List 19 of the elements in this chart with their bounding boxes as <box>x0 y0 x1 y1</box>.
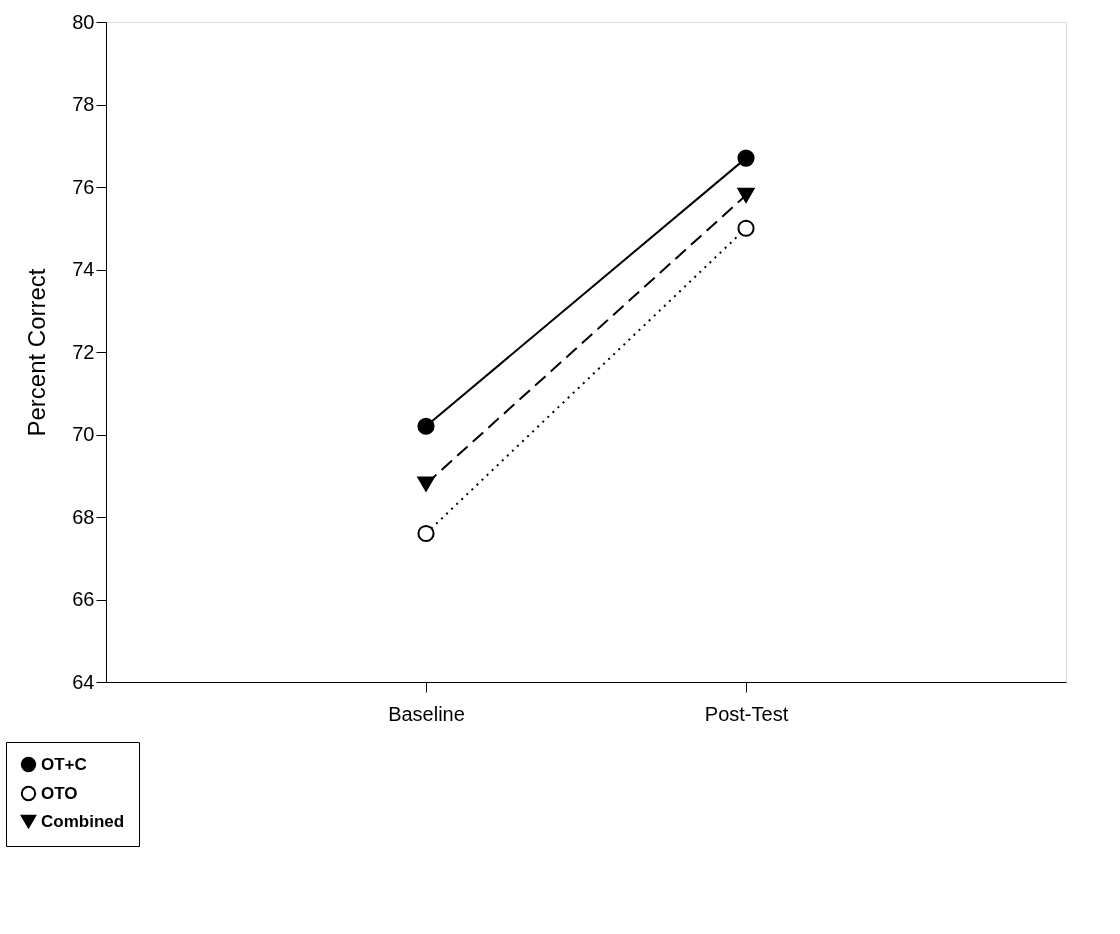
legend-label: Combined <box>41 811 125 831</box>
legend-label: OTO <box>41 783 78 803</box>
y-tick-label: 80 <box>72 10 95 33</box>
y-tick-label: 76 <box>72 175 95 198</box>
point <box>417 417 435 435</box>
point <box>737 149 755 167</box>
point <box>737 219 755 237</box>
y-axis-title: Percent Correct <box>23 268 51 437</box>
y-tick-label: 68 <box>72 505 95 528</box>
x-tick-label: Post-Test <box>704 702 789 725</box>
y-tick-label: 72 <box>72 340 95 363</box>
x-tick-label: Baseline <box>388 702 465 725</box>
y-tick-label: 78 <box>72 93 95 115</box>
y-tick-label: 64 <box>72 670 95 693</box>
point <box>417 524 435 543</box>
y-tick-label: 74 <box>72 258 95 280</box>
legend-label: OT+C <box>41 754 87 774</box>
y-tick-label: 70 <box>72 423 95 445</box>
y-tick-label: 66 <box>72 588 95 610</box>
